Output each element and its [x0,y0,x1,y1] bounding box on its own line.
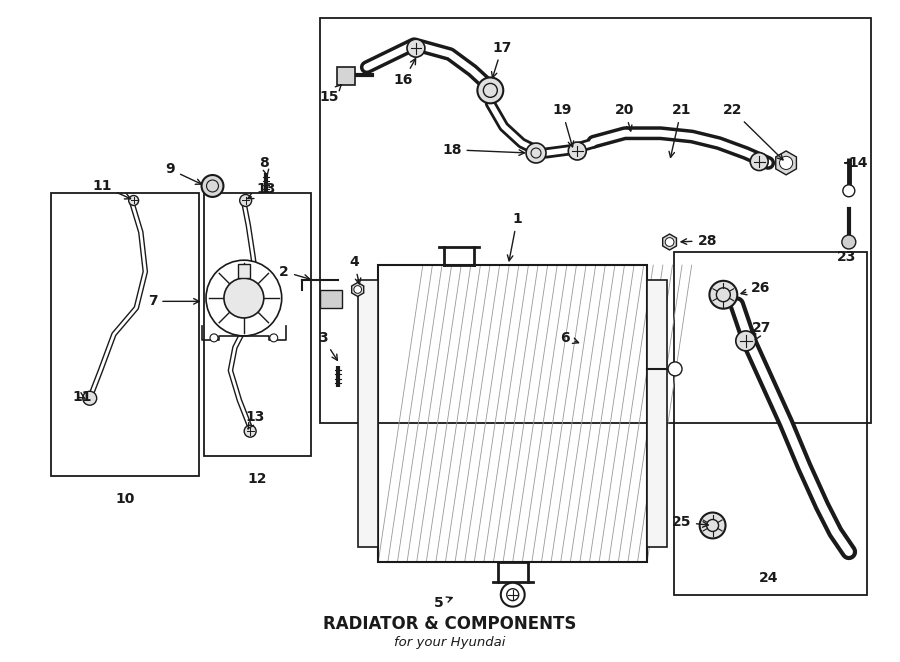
Text: for your Hyundai: for your Hyundai [394,636,506,649]
Text: 7: 7 [148,295,199,308]
Circle shape [842,235,856,249]
Circle shape [210,334,218,342]
Text: 4: 4 [349,255,361,284]
Bar [51,193,199,476]
Polygon shape [352,283,364,297]
Bar [238,264,250,278]
Text: 2: 2 [279,265,310,280]
Text: 13: 13 [248,182,276,199]
Text: 20: 20 [615,103,634,131]
Bar [203,193,311,456]
Circle shape [202,175,223,197]
Text: 11: 11 [93,179,130,199]
Circle shape [751,153,769,171]
Bar [337,68,355,85]
Circle shape [477,77,503,103]
Text: 28: 28 [681,234,717,248]
Text: 6: 6 [560,330,579,345]
Text: 19: 19 [553,103,573,147]
Text: 15: 15 [320,85,341,104]
Circle shape [224,278,264,318]
Circle shape [668,362,682,376]
Text: 17: 17 [491,40,512,77]
Circle shape [665,238,674,246]
Text: 18: 18 [442,143,525,157]
Circle shape [83,391,96,405]
Circle shape [526,143,546,163]
Bar [358,280,378,547]
Circle shape [244,425,256,437]
Bar [320,18,871,423]
Circle shape [129,195,139,205]
Text: 12: 12 [248,472,267,487]
Bar [378,265,647,562]
Bar [647,280,667,547]
Bar [320,290,342,308]
Circle shape [354,285,362,293]
Circle shape [270,334,278,342]
Text: 5: 5 [435,596,452,610]
Circle shape [407,39,425,57]
Text: 8: 8 [259,156,269,175]
Text: 1: 1 [508,212,522,261]
Circle shape [500,583,525,606]
Circle shape [736,331,756,351]
Circle shape [709,281,737,308]
Text: 14: 14 [845,156,868,170]
Circle shape [842,185,855,197]
Text: 10: 10 [116,492,135,506]
Circle shape [239,195,252,207]
Bar [674,252,867,594]
Text: 3: 3 [318,330,338,360]
Text: 27: 27 [752,320,771,340]
Circle shape [779,156,793,169]
Text: 26: 26 [741,281,770,295]
Polygon shape [776,151,796,175]
Text: 25: 25 [671,515,708,529]
Circle shape [206,260,282,336]
Text: 21: 21 [669,103,691,158]
Text: 11: 11 [73,390,93,404]
Polygon shape [662,234,677,250]
Text: 16: 16 [393,58,416,87]
Circle shape [568,142,586,160]
Text: 23: 23 [836,250,856,264]
Text: 24: 24 [759,571,778,585]
Text: RADIATOR & COMPONENTS: RADIATOR & COMPONENTS [323,616,577,634]
Circle shape [699,512,725,538]
Text: 13: 13 [246,410,266,429]
Text: 9: 9 [166,162,202,184]
Text: 22: 22 [723,103,783,160]
